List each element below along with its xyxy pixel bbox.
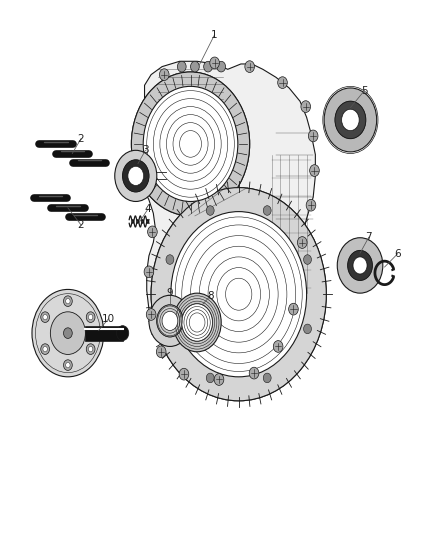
Bar xyxy=(85,326,123,341)
Circle shape xyxy=(66,362,70,368)
Text: 6: 6 xyxy=(394,249,401,259)
Circle shape xyxy=(263,206,271,215)
Circle shape xyxy=(306,199,316,211)
Circle shape xyxy=(182,304,212,341)
Circle shape xyxy=(66,298,70,304)
Circle shape xyxy=(128,166,144,185)
Circle shape xyxy=(171,212,307,377)
Circle shape xyxy=(191,61,199,72)
Circle shape xyxy=(64,296,72,306)
Circle shape xyxy=(146,309,156,320)
Circle shape xyxy=(177,61,186,72)
Text: 5: 5 xyxy=(361,86,368,95)
Circle shape xyxy=(304,255,311,264)
Circle shape xyxy=(43,346,47,352)
Circle shape xyxy=(245,61,254,72)
Circle shape xyxy=(117,326,129,341)
Circle shape xyxy=(210,57,219,69)
Circle shape xyxy=(88,346,93,352)
Circle shape xyxy=(149,295,191,346)
Circle shape xyxy=(166,324,174,334)
Circle shape xyxy=(179,368,189,380)
Circle shape xyxy=(173,293,221,352)
Circle shape xyxy=(115,150,157,201)
Circle shape xyxy=(217,61,226,72)
Circle shape xyxy=(50,312,85,354)
Circle shape xyxy=(166,255,174,264)
Circle shape xyxy=(131,72,250,216)
Circle shape xyxy=(32,289,104,377)
Circle shape xyxy=(353,257,367,274)
Circle shape xyxy=(342,109,359,131)
Circle shape xyxy=(143,86,238,201)
Text: 8: 8 xyxy=(207,291,214,301)
Circle shape xyxy=(182,304,212,341)
Circle shape xyxy=(353,257,367,274)
Text: 9: 9 xyxy=(166,288,173,298)
Circle shape xyxy=(123,160,149,192)
Circle shape xyxy=(128,166,144,185)
Circle shape xyxy=(151,188,326,401)
Text: 2: 2 xyxy=(78,220,85,230)
Circle shape xyxy=(335,101,366,139)
Circle shape xyxy=(131,72,250,216)
Circle shape xyxy=(278,77,287,88)
Text: 10: 10 xyxy=(102,314,115,324)
Circle shape xyxy=(86,344,95,354)
Circle shape xyxy=(348,251,372,280)
Text: 4: 4 xyxy=(145,204,152,214)
Circle shape xyxy=(157,305,183,337)
Circle shape xyxy=(151,188,326,401)
Circle shape xyxy=(159,69,169,80)
Circle shape xyxy=(206,206,214,215)
Circle shape xyxy=(206,373,214,383)
Circle shape xyxy=(157,305,183,337)
Circle shape xyxy=(249,367,259,379)
Circle shape xyxy=(214,374,224,385)
Circle shape xyxy=(324,88,377,152)
Circle shape xyxy=(41,312,49,322)
Circle shape xyxy=(289,303,298,315)
Circle shape xyxy=(301,101,311,112)
Circle shape xyxy=(41,344,49,354)
Circle shape xyxy=(156,346,166,358)
Circle shape xyxy=(337,238,383,293)
Circle shape xyxy=(308,130,318,142)
Circle shape xyxy=(273,341,283,352)
Text: 3: 3 xyxy=(142,146,149,155)
Circle shape xyxy=(148,226,157,238)
Circle shape xyxy=(88,314,93,320)
Circle shape xyxy=(263,373,271,383)
Circle shape xyxy=(64,328,72,338)
Circle shape xyxy=(162,311,178,330)
Text: 1: 1 xyxy=(211,30,218,39)
Text: 7: 7 xyxy=(365,232,372,242)
Circle shape xyxy=(123,160,149,192)
Circle shape xyxy=(304,324,311,334)
Text: 2: 2 xyxy=(78,134,85,143)
Circle shape xyxy=(144,266,154,278)
Circle shape xyxy=(64,360,72,370)
Circle shape xyxy=(348,251,372,280)
Circle shape xyxy=(204,61,212,72)
Circle shape xyxy=(297,237,307,248)
Circle shape xyxy=(335,101,366,139)
Circle shape xyxy=(86,312,95,322)
Circle shape xyxy=(342,109,359,131)
Circle shape xyxy=(310,165,319,176)
Polygon shape xyxy=(134,61,315,379)
Circle shape xyxy=(43,314,47,320)
